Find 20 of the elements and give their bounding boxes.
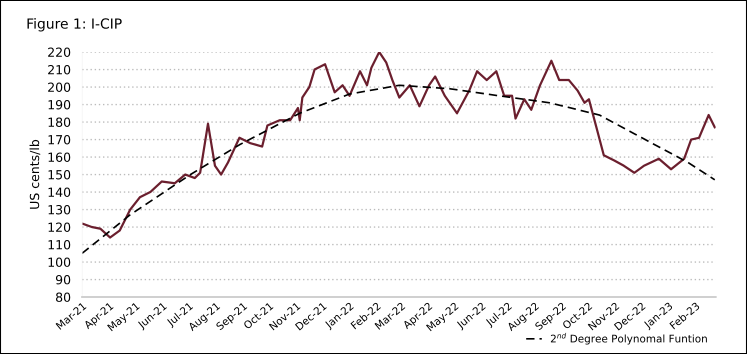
y-tick-label: 190	[48, 100, 70, 110]
y-tick-label: 80	[56, 292, 70, 302]
chart-title: Figure 1: I-CIP	[28, 18, 122, 32]
y-tick-label: 200	[48, 82, 70, 92]
y-tick-label: 170	[48, 135, 70, 144]
y-tick-label: 180	[48, 118, 70, 127]
y-tick-label: 110	[48, 240, 70, 250]
y-axis-title: US cents/lb	[30, 140, 40, 209]
y-tick-label: 90	[56, 274, 70, 284]
line-series	[82, 52, 716, 239]
y-tick-label: 120	[48, 222, 70, 232]
y-tick-label: 140	[48, 187, 70, 197]
line-series	[82, 84, 716, 254]
y-tick-label: 210	[48, 65, 70, 74]
legend-label: 2$^{nd}$ Degree Polynomal Funtion	[550, 332, 707, 345]
y-tick-label: 220	[48, 48, 70, 57]
y-tick-label: 150	[48, 170, 70, 180]
y-tick-label: 130	[48, 204, 70, 214]
y-tick-label: 100	[48, 257, 70, 267]
y-tick-label: 160	[48, 152, 70, 162]
